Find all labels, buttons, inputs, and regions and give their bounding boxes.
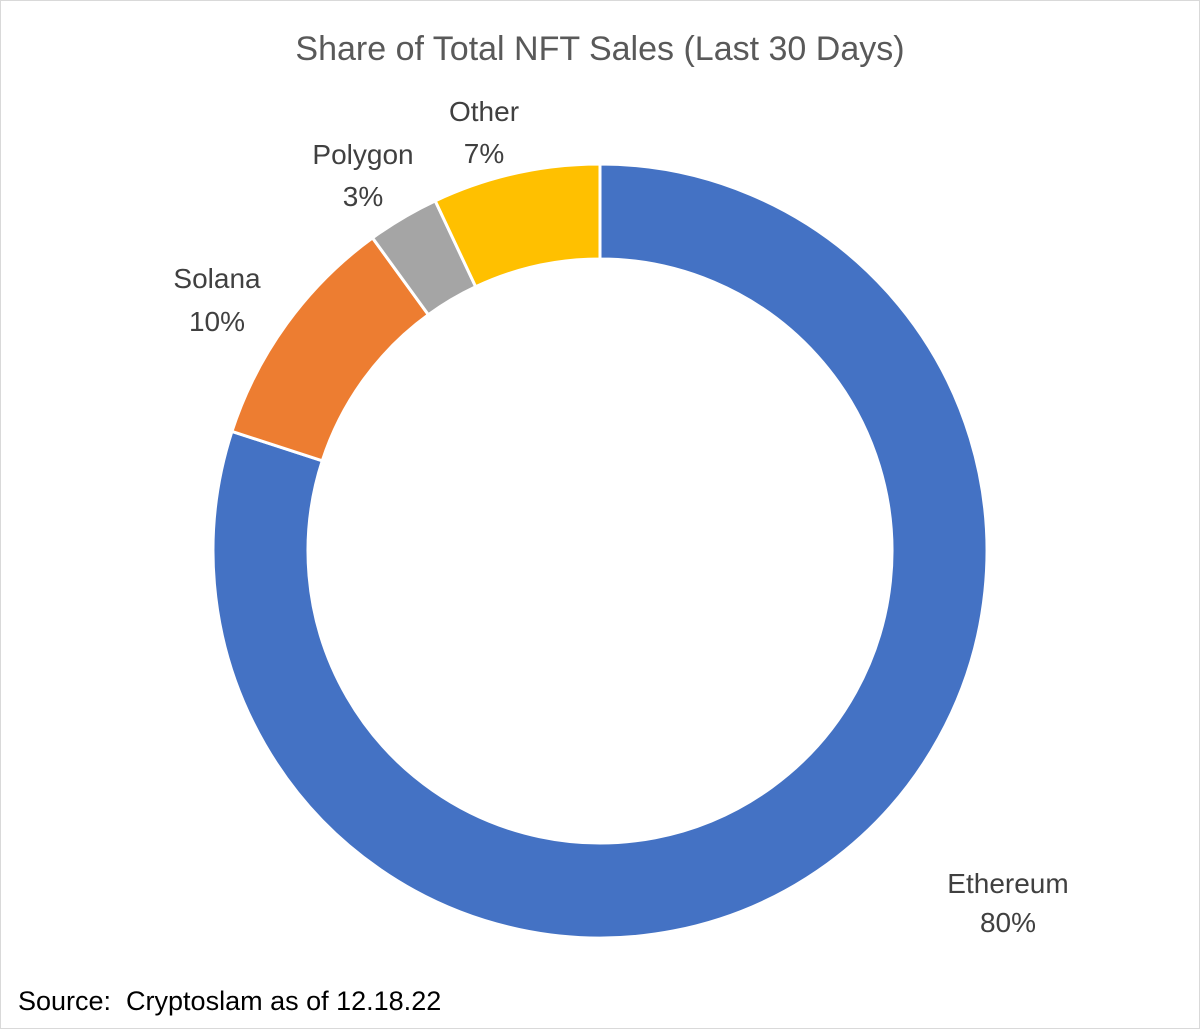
- chart-title: Share of Total NFT Sales (Last 30 Days): [295, 30, 904, 68]
- donut-slice-ethereum: [211, 162, 989, 940]
- source-note: Source: Cryptoslam as of 12.18.22: [18, 986, 442, 1016]
- slice-label-ethereum: Ethereum 80%: [947, 868, 1068, 938]
- slice-category-label-polygon: Polygon: [312, 139, 413, 170]
- slice-value-label-other: 7%: [464, 138, 504, 169]
- slice-label-solana: Solana 10%: [173, 263, 261, 337]
- slice-category-label-solana: Solana: [173, 263, 261, 294]
- donut-slice-other: [433, 162, 602, 289]
- slice-value-label-ethereum: 80%: [980, 907, 1036, 938]
- slice-category-label-other: Other: [449, 96, 519, 127]
- slice-label-polygon: Polygon 3%: [312, 139, 413, 212]
- donut-slices: [211, 162, 989, 940]
- slice-category-label-ethereum: Ethereum: [947, 868, 1068, 899]
- slice-value-label-solana: 10%: [189, 306, 245, 337]
- slice-label-other: Other 7%: [449, 96, 519, 169]
- slice-value-label-polygon: 3%: [343, 181, 383, 212]
